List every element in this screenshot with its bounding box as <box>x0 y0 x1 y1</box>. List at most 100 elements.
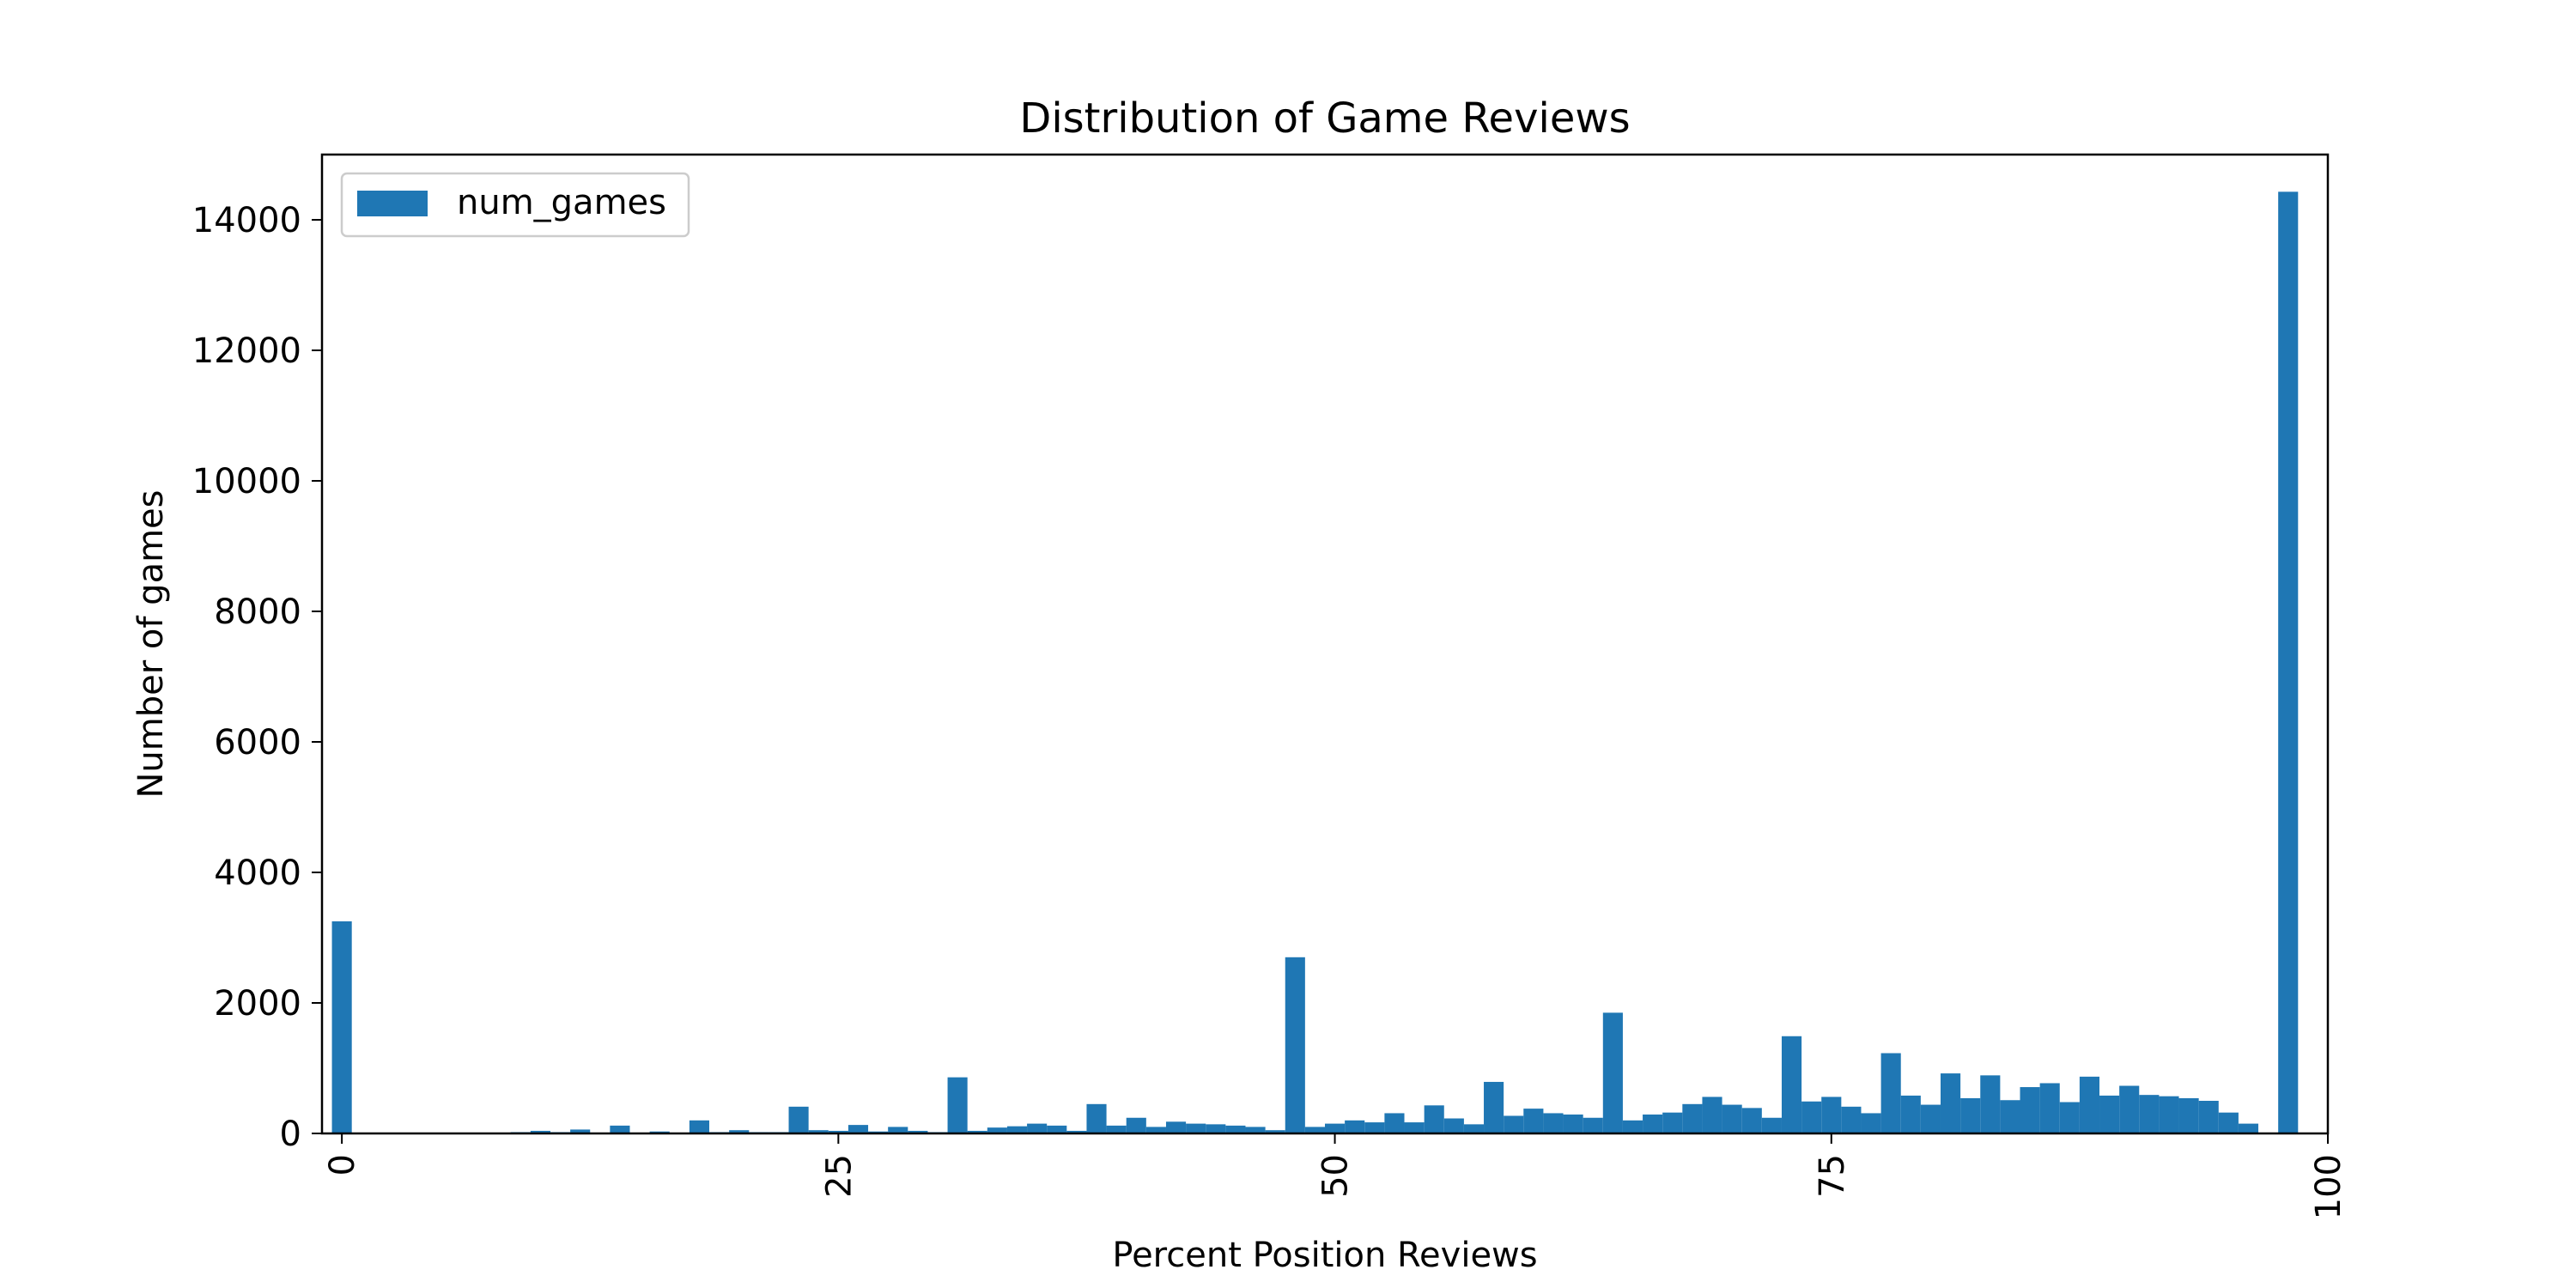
bar <box>1523 1109 1544 1133</box>
bar <box>2020 1087 2040 1133</box>
bar <box>1145 1127 1166 1133</box>
bar <box>2039 1083 2060 1133</box>
bar <box>2178 1097 2199 1133</box>
bar <box>1602 1012 1623 1133</box>
bar <box>1622 1120 1643 1133</box>
bars-group <box>331 191 2299 1133</box>
bar <box>2099 1095 2120 1133</box>
bar <box>1722 1104 1742 1133</box>
bar <box>2159 1096 2179 1133</box>
bar <box>1543 1113 1564 1133</box>
x-tick-label: 50 <box>1316 1154 1356 1198</box>
bar <box>1861 1113 1881 1133</box>
bar <box>1841 1106 1862 1133</box>
bar <box>2139 1095 2160 1133</box>
bar <box>1821 1097 1842 1133</box>
bar <box>1106 1125 1127 1133</box>
bar <box>1643 1114 1663 1133</box>
bar <box>1781 1036 1802 1133</box>
bar <box>947 1077 968 1133</box>
chart-title: Distribution of Game Reviews <box>1019 94 1630 143</box>
bar <box>1682 1103 1703 1133</box>
bar <box>1285 957 1305 1133</box>
bar <box>1364 1122 1385 1133</box>
bar <box>689 1120 710 1133</box>
bar <box>1900 1095 1921 1133</box>
x-tick-label: 25 <box>819 1154 859 1198</box>
bar <box>828 1130 848 1133</box>
x-tick-label: 100 <box>2309 1154 2348 1219</box>
bar <box>808 1130 829 1133</box>
y-tick-label: 2000 <box>214 984 301 1024</box>
legend: num_games <box>340 172 690 238</box>
bar <box>1761 1117 1782 1133</box>
y-axis: 0 2000 4000 6000 8000 10000 12000 14000 <box>192 201 322 1154</box>
bar <box>1265 1130 1285 1133</box>
bar <box>1443 1118 1464 1133</box>
bar <box>1384 1113 1405 1133</box>
bar <box>1006 1126 1028 1133</box>
bar <box>570 1129 591 1133</box>
y-tick-label: 4000 <box>214 854 301 893</box>
bar <box>610 1125 630 1133</box>
bar <box>1920 1104 1941 1133</box>
bar <box>888 1127 908 1133</box>
bar <box>1741 1108 1762 1133</box>
bar <box>1801 1101 1822 1133</box>
y-tick-label: 0 <box>280 1115 301 1154</box>
bar <box>1484 1081 1504 1133</box>
plot-frame <box>320 153 2330 1135</box>
bar <box>1563 1114 1583 1133</box>
bar <box>1404 1122 1425 1133</box>
bar <box>1325 1123 1346 1133</box>
legend-label: num_games <box>457 183 666 222</box>
x-tick-label: 0 <box>323 1154 362 1176</box>
bar <box>1186 1123 1206 1133</box>
bar <box>1662 1112 1683 1133</box>
bar <box>1126 1117 1146 1133</box>
bar <box>1702 1097 1722 1133</box>
bar <box>729 1130 750 1133</box>
bar <box>1027 1123 1048 1133</box>
bar <box>848 1125 869 1133</box>
bar <box>2238 1123 2259 1133</box>
bar <box>1940 1073 1961 1133</box>
bar <box>1225 1125 1246 1133</box>
bar <box>1424 1105 1444 1133</box>
bar <box>2218 1112 2239 1133</box>
bar <box>2198 1101 2219 1133</box>
legend-swatch <box>357 191 428 216</box>
bar <box>1345 1120 1365 1133</box>
bar <box>1066 1130 1087 1133</box>
y-tick-label: 14000 <box>192 201 301 240</box>
bar <box>908 1130 928 1133</box>
bar <box>2119 1085 2140 1133</box>
bar <box>967 1130 987 1133</box>
legend-box <box>340 172 690 238</box>
bar <box>788 1106 809 1133</box>
bar <box>2059 1102 2080 1133</box>
bar <box>1304 1127 1325 1133</box>
bar <box>1960 1097 1981 1133</box>
bar <box>987 1127 1007 1133</box>
bar <box>1245 1127 1266 1133</box>
bar <box>331 921 352 1133</box>
bar <box>1880 1053 1901 1133</box>
y-tick-label: 6000 <box>214 723 301 762</box>
bar <box>2000 1100 2020 1133</box>
y-tick-label: 8000 <box>214 592 301 632</box>
bar <box>1504 1115 1524 1133</box>
bar <box>1980 1075 2001 1133</box>
bar <box>530 1130 550 1133</box>
bar <box>1206 1124 1226 1133</box>
bar <box>1463 1124 1485 1133</box>
bar <box>2079 1076 2100 1133</box>
y-tick-label: 12000 <box>192 331 301 371</box>
x-axis: 0 25 50 75 100 <box>323 1133 2348 1219</box>
bar <box>1047 1125 1067 1133</box>
y-tick-label: 10000 <box>192 462 301 501</box>
bar <box>1583 1117 1603 1133</box>
bar <box>1165 1121 1187 1133</box>
x-axis-label: Percent Position Reviews <box>1112 1236 1537 1275</box>
